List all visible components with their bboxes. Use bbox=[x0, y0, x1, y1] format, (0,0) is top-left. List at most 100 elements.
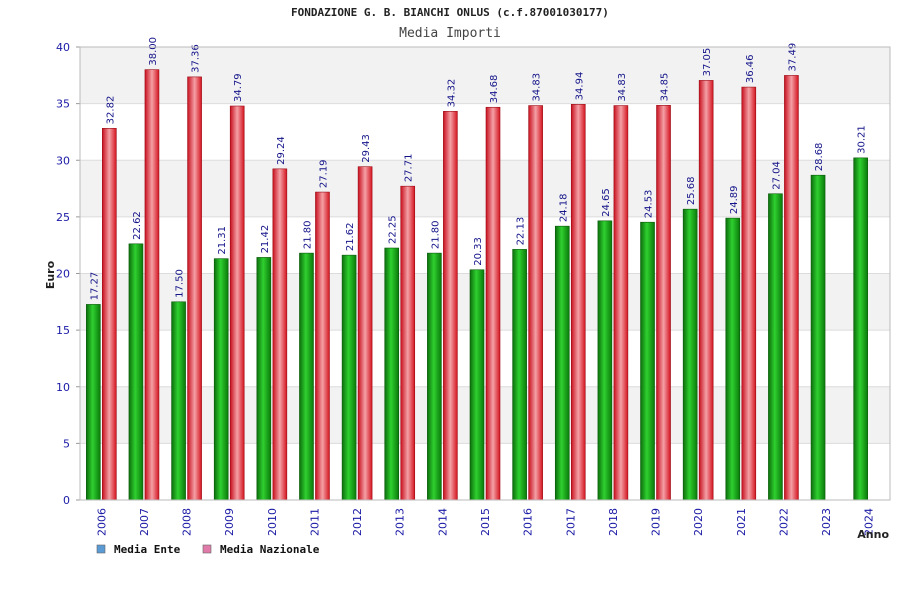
y-tick-label: 30 bbox=[56, 154, 70, 167]
x-tick-label: 2012 bbox=[351, 508, 364, 536]
data-label: 29.24 bbox=[276, 136, 287, 165]
chart-title: FONDAZIONE G. B. BIANCHI ONLUS (c.f.8700… bbox=[291, 6, 609, 19]
data-label: 37.49 bbox=[787, 43, 798, 72]
plot-frame bbox=[79, 46, 891, 501]
x-tick-label: 2019 bbox=[650, 508, 663, 536]
x-tick-label: 2006 bbox=[95, 508, 108, 536]
data-label: 24.65 bbox=[601, 188, 612, 217]
legend-label: Media Nazionale bbox=[220, 543, 320, 556]
data-label: 22.25 bbox=[388, 215, 399, 244]
y-tick-label: 5 bbox=[63, 437, 70, 450]
bar-media-nazionale-2013 bbox=[400, 185, 416, 501]
data-label: 24.18 bbox=[558, 194, 569, 223]
bar-media-nazionale-2022 bbox=[784, 75, 799, 501]
x-tick-label: 2018 bbox=[607, 508, 620, 536]
bar-media-nazionale-2011 bbox=[315, 191, 330, 501]
bar-media-nazionale-2016 bbox=[528, 105, 543, 501]
bar-media-ente-2017 bbox=[554, 225, 570, 501]
x-axis-label: Anno bbox=[857, 528, 889, 541]
data-label: 29.43 bbox=[361, 134, 372, 163]
bar-media-nazionale-2017 bbox=[570, 104, 586, 501]
bar-media-ente-2021 bbox=[725, 217, 741, 501]
bar-media-ente-2006 bbox=[86, 304, 101, 501]
y-tick-label: 40 bbox=[56, 41, 70, 54]
x-tick-label: 2009 bbox=[223, 508, 236, 536]
bar-media-ente-2013 bbox=[384, 247, 400, 501]
data-label: 17.50 bbox=[175, 269, 186, 298]
bar-media-ente-2012 bbox=[341, 254, 357, 501]
bar-media-ente-2010 bbox=[256, 257, 272, 501]
chart-subtitle: Media Importi bbox=[399, 26, 501, 41]
data-label: 34.68 bbox=[489, 75, 500, 104]
data-label: 21.42 bbox=[260, 225, 271, 254]
bar-media-ente-2022 bbox=[768, 193, 783, 501]
x-tick-label: 2007 bbox=[138, 508, 151, 536]
y-tick-label: 25 bbox=[56, 211, 70, 224]
data-label: 30.21 bbox=[857, 125, 868, 154]
data-label: 22.13 bbox=[516, 217, 527, 246]
legend-swatch bbox=[202, 544, 212, 554]
bar-media-ente-2023 bbox=[810, 174, 826, 501]
data-label: 21.80 bbox=[430, 220, 441, 249]
bar-media-ente-2011 bbox=[299, 252, 314, 501]
data-label: 37.05 bbox=[702, 48, 713, 77]
y-tick-label: 10 bbox=[56, 381, 70, 394]
data-label: 27.04 bbox=[771, 161, 782, 190]
data-label: 20.33 bbox=[473, 237, 484, 266]
data-label: 22.62 bbox=[132, 211, 143, 240]
x-tick-label: 2023 bbox=[820, 508, 833, 536]
bar-media-ente-2007 bbox=[128, 243, 144, 501]
legend: Media Ente Media Nazionale bbox=[96, 543, 320, 556]
x-tick-label: 2022 bbox=[777, 508, 790, 536]
bar-media-ente-2009 bbox=[213, 258, 229, 501]
data-label: 17.27 bbox=[89, 272, 100, 301]
data-label: 34.83 bbox=[532, 73, 543, 102]
bar-media-nazionale-2009 bbox=[229, 105, 245, 501]
bar-media-nazionale-2008 bbox=[187, 76, 202, 501]
bar-media-ente-2016 bbox=[512, 249, 527, 501]
data-label: 24.89 bbox=[729, 185, 740, 214]
data-label: 34.79 bbox=[233, 73, 244, 102]
bar-media-ente-2015 bbox=[469, 269, 485, 501]
bar-media-ente-2008 bbox=[171, 301, 186, 501]
bar-media-nazionale-2015 bbox=[485, 106, 501, 501]
bar-media-ente-2019 bbox=[640, 221, 655, 501]
bar-media-nazionale-2006 bbox=[102, 128, 117, 501]
y-tick-label: 35 bbox=[56, 98, 70, 111]
x-tick-label: 2010 bbox=[266, 508, 279, 536]
data-label: 34.85 bbox=[660, 73, 671, 102]
x-tick-label: 2014 bbox=[436, 508, 449, 536]
y-tick-label: 15 bbox=[56, 324, 70, 337]
data-label: 34.94 bbox=[574, 72, 585, 101]
data-label: 38.00 bbox=[148, 37, 159, 66]
bar-media-nazionale-2014 bbox=[443, 111, 458, 501]
x-tick-label: 2011 bbox=[308, 508, 321, 536]
bar-media-nazionale-2020 bbox=[698, 80, 714, 501]
bar-media-nazionale-2010 bbox=[272, 168, 288, 501]
data-label: 24.53 bbox=[644, 190, 655, 219]
data-label: 34.83 bbox=[617, 73, 628, 102]
x-axis-ticks: 2006 2007 2008 2009 2010 2011 2012 2013 2014 2015… bbox=[95, 508, 875, 536]
bar-media-ente-2024 bbox=[853, 157, 868, 501]
data-label: 32.82 bbox=[105, 96, 116, 125]
bar-media-nazionale-2019 bbox=[656, 105, 671, 501]
bar-media-nazionale-2012 bbox=[357, 166, 373, 501]
data-label: 28.68 bbox=[814, 143, 825, 172]
data-label: 27.19 bbox=[318, 159, 329, 188]
plot-border bbox=[79, 46, 891, 501]
bar-media-nazionale-2007 bbox=[144, 69, 160, 501]
x-tick-label: 2008 bbox=[181, 508, 194, 536]
data-label: 37.36 bbox=[191, 44, 202, 73]
x-tick-label: 2020 bbox=[692, 508, 705, 536]
y-tick-label: 20 bbox=[56, 268, 70, 281]
x-tick-label: 2015 bbox=[479, 508, 492, 536]
bar-media-nazionale-2018 bbox=[613, 105, 629, 501]
x-tick-label: 2021 bbox=[735, 508, 748, 536]
y-axis-ticks: 0 5 10 15 20 25 30 35 40 bbox=[56, 41, 80, 507]
legend-label: Media Ente bbox=[114, 543, 181, 556]
x-tick-label: 2024 bbox=[863, 508, 876, 536]
x-tick-label: 2013 bbox=[394, 508, 407, 536]
y-axis-label: Euro bbox=[44, 260, 57, 289]
data-label: 34.32 bbox=[446, 79, 457, 108]
